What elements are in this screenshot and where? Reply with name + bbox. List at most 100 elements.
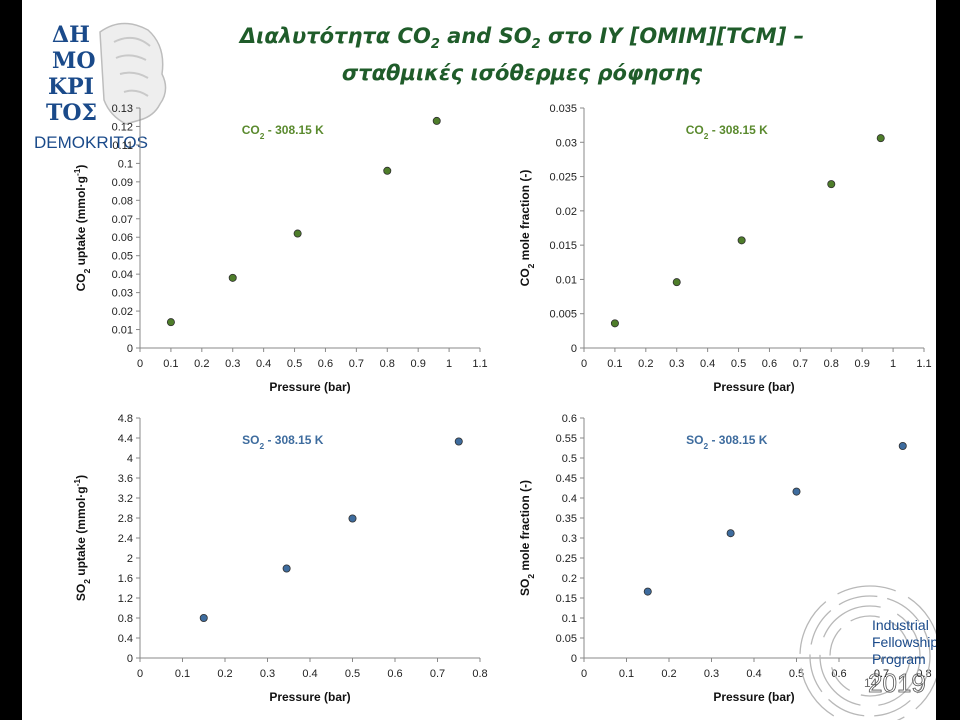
x-tick-label: 0.7 [874, 668, 889, 680]
y-tick-label: 0.07 [112, 214, 133, 226]
y-tick-label: 0.06 [112, 232, 133, 244]
y-tick-label: 1.2 [118, 593, 133, 605]
data-point [166, 318, 175, 327]
chart-svg: 0 0.4 0.8 1.2 1.6 2 2.4 2.8 3.2 3.6 4 4.4 4.8 0 0.1 0.2… [72, 413, 488, 704]
data-point [199, 613, 208, 622]
x-tick-label: 0.2 [194, 358, 209, 370]
y-axis-label: SO2 mole fraction (-) [518, 480, 536, 596]
y-tick-label: 0.015 [549, 240, 577, 252]
y-tick-label: 0.3 [562, 533, 577, 545]
x-tick-label: 0.1 [175, 668, 190, 680]
x-tick-label: 0.9 [411, 358, 426, 370]
y-tick-label: 0.02 [556, 206, 577, 218]
y-tick-label: 0.005 [549, 309, 577, 321]
x-axis-label: Pressure (bar) [269, 380, 350, 394]
y-axis-label: CO2 mole fraction (-) [518, 170, 536, 287]
y-tick-label: 0.08 [112, 195, 133, 207]
so2-mole-fraction-chart: 0 0.05 0.1 0.15 0.2 0.25 0.3 0.35 0.4 0.45 0.5 0.55… [492, 410, 932, 710]
y-tick-label: 0.05 [556, 633, 577, 645]
y-tick-label: 0.02 [112, 306, 133, 318]
title-line-1: Διαλυτότητα CO2 and SO2 στο IY [OMIM][TC… [239, 24, 805, 53]
logo-letters-1: ΔΗ [52, 22, 90, 48]
x-tick-label: 0 [581, 358, 587, 370]
y-tick-label: 0.15 [556, 593, 577, 605]
y-tick-label: 4.8 [118, 413, 133, 425]
x-tick-label: 0.4 [256, 358, 271, 370]
y-axis-label: CO2 uptake (mmol·g-1) [72, 165, 92, 292]
y-tick-label: 1.6 [118, 573, 133, 585]
x-tick-label: 0 [581, 668, 587, 680]
x-tick-label: 0.4 [746, 668, 761, 680]
y-tick-label: 0.2 [562, 573, 577, 585]
y-tick-label: 0.1 [562, 613, 577, 625]
x-tick-label: 0.4 [302, 668, 317, 680]
title-line-2: σταθμικές ισόθερμες ρόφησης [341, 61, 703, 86]
co2-uptake-chart: 0 0.01 0.02 0.03 0.04 0.05 0.06 0.07 0.08 0.09 0.1… [48, 100, 488, 400]
co2-mole-fraction-chart: 0 0.005 0.01 0.015 0.02 0.025 0.03 0.035 0 0.1 0.2… [492, 100, 932, 400]
logo-text: DEMOKRITOS [34, 133, 148, 152]
x-tick-label: 0.6 [318, 358, 333, 370]
demokritos-logo: ΔΗ ΜΟ ΚΡΙ ΤΟΣ DEMOKRITOS [30, 12, 180, 152]
data-point [827, 180, 836, 189]
y-tick-label: 0.13 [112, 103, 133, 115]
y-tick-label: 3.6 [118, 473, 133, 485]
y-tick-label: 0.11 [112, 140, 133, 152]
y-tick-label: 0.035 [549, 103, 577, 115]
x-tick-label: 0.6 [387, 668, 402, 680]
x-tick-label: 0.3 [225, 358, 240, 370]
x-tick-label: 0.4 [700, 358, 715, 370]
y-tick-label: 2 [127, 553, 133, 565]
x-tick-label: 0.3 [669, 358, 684, 370]
data-point [672, 278, 681, 287]
x-tick-label: 0.5 [287, 358, 302, 370]
data-point [898, 442, 907, 451]
y-tick-label: 0.05 [112, 251, 133, 263]
x-tick-label: 0.2 [217, 668, 232, 680]
y-tick-label: 0.1 [118, 158, 133, 170]
x-tick-label: 0.7 [349, 358, 364, 370]
y-tick-label: 0.6 [562, 413, 577, 425]
x-axis-label: Pressure (bar) [713, 380, 794, 394]
series-label: CO2 - 308.15 K [242, 123, 324, 141]
x-tick-label: 0.5 [731, 358, 746, 370]
footer-text-2: Fellowships [872, 634, 936, 650]
y-tick-label: 3.2 [118, 493, 133, 505]
x-tick-label: 1 [890, 358, 896, 370]
so2-uptake-chart: 0 0.4 0.8 1.2 1.6 2 2.4 2.8 3.2 3.6 4 4.4 4.8 0 0.1 0.2… [48, 410, 488, 710]
x-tick-label: 0.7 [430, 668, 445, 680]
x-tick-label: 0.8 [824, 358, 839, 370]
series-label: CO2 - 308.15 K [686, 123, 768, 141]
x-axis-label: Pressure (bar) [269, 690, 350, 704]
chart-svg: 0 0.01 0.02 0.03 0.04 0.05 0.06 0.07 0.08 0.09 0.1… [72, 103, 488, 394]
y-tick-label: 2.8 [118, 513, 133, 525]
y-tick-label: 4 [127, 453, 133, 465]
x-tick-label: 0.3 [704, 668, 719, 680]
data-point [643, 587, 652, 596]
y-tick-label: 0.01 [556, 274, 577, 286]
data-point [383, 166, 392, 175]
data-point [610, 319, 619, 328]
data-point [454, 437, 463, 446]
logo-letters-2: ΜΟ [52, 48, 96, 74]
x-tick-label: 0 [137, 358, 143, 370]
x-tick-label: 0.6 [762, 358, 777, 370]
y-tick-label: 0.4 [118, 633, 133, 645]
y-tick-label: 0.03 [112, 288, 133, 300]
data-point [282, 564, 291, 573]
y-tick-label: 0.09 [112, 177, 133, 189]
y-tick-label: 0.025 [549, 172, 577, 184]
chart-svg: 0 0.005 0.01 0.015 0.02 0.025 0.03 0.035 0 0.1 0.2… [518, 103, 932, 394]
data-point [876, 134, 885, 143]
y-tick-label: 0.03 [556, 137, 577, 149]
x-tick-label: 0.5 [345, 668, 360, 680]
chart-svg: 0 0.05 0.1 0.15 0.2 0.25 0.3 0.35 0.4 0.45 0.5 0.55… [518, 413, 932, 704]
x-tick-label: 0.8 [380, 358, 395, 370]
industrial-fellowships-logo: Industrial Fellowships Program 2019 [772, 560, 936, 720]
footer-text-3: Program [872, 651, 926, 667]
footer-text-1: Industrial [872, 617, 929, 633]
x-tick-label: 0.1 [163, 358, 178, 370]
y-tick-label: 0.55 [556, 433, 577, 445]
y-tick-label: 0.12 [112, 121, 133, 133]
y-tick-label: 0.45 [556, 473, 577, 485]
y-tick-label: 0.5 [562, 453, 577, 465]
